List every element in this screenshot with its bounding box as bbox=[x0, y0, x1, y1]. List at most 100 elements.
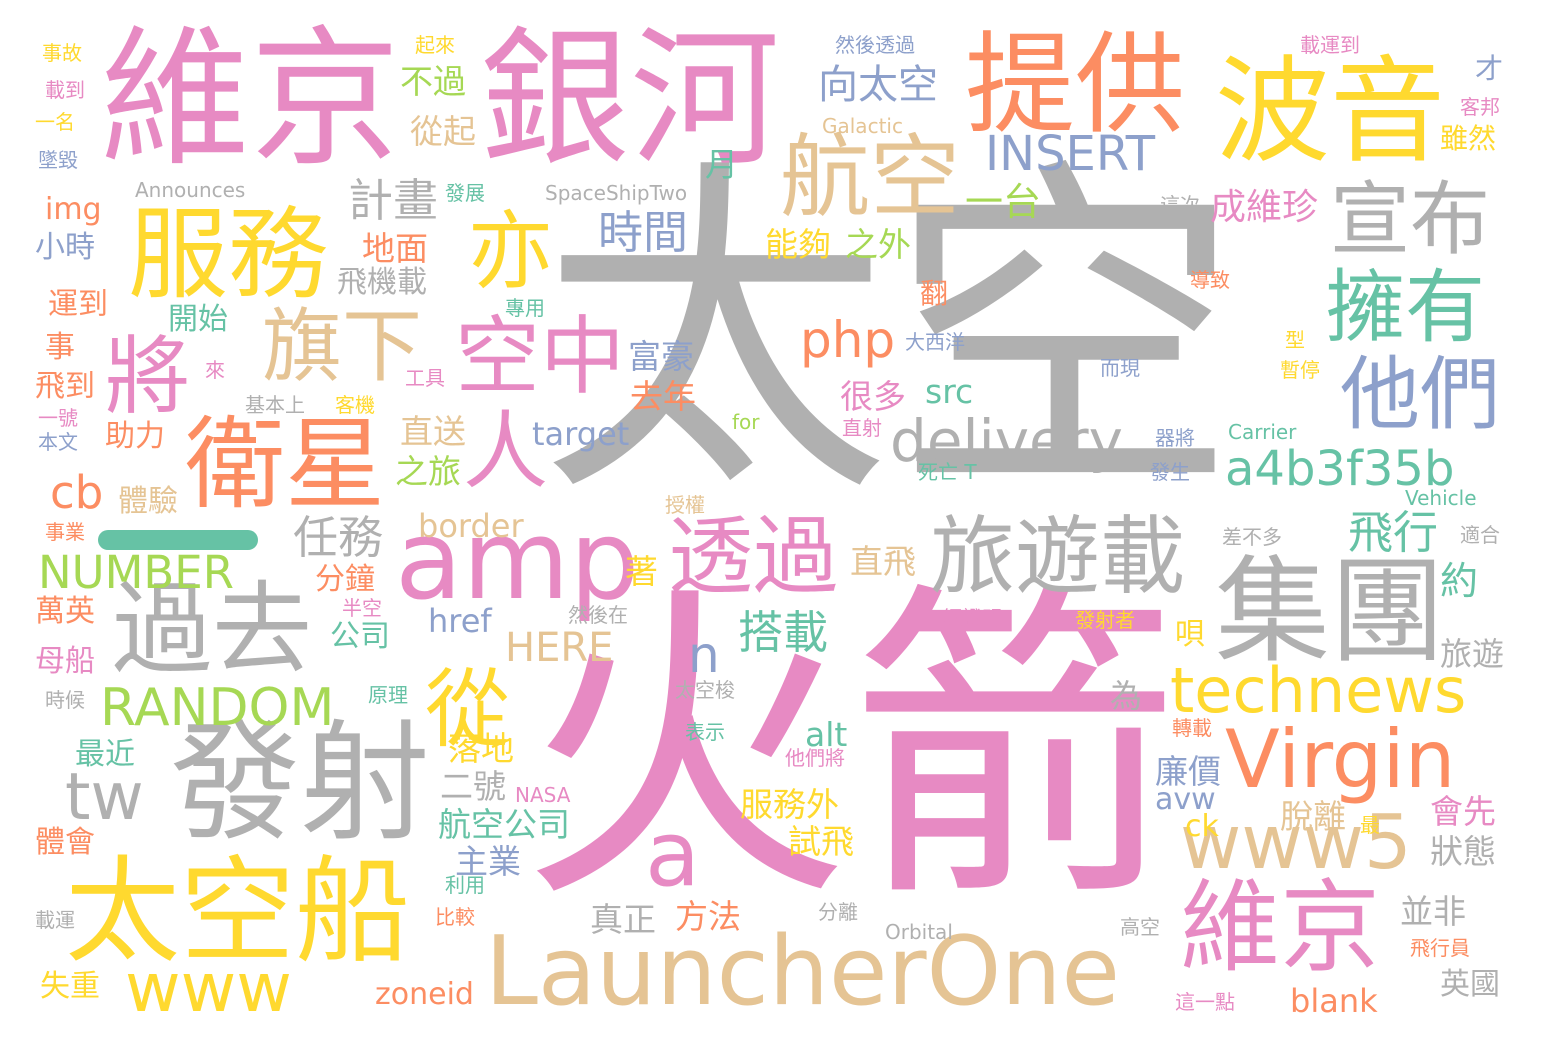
word-gongsi: 公司 bbox=[330, 619, 390, 654]
word-dimian: 地面 bbox=[362, 229, 428, 268]
word-feixing: 飛行 bbox=[1348, 506, 1439, 559]
word-jingzhengming: 經證明 bbox=[942, 606, 1002, 630]
word-fan: 翻 bbox=[920, 277, 949, 310]
word-tiyan: 體驗 bbox=[118, 484, 178, 519]
word-bijiao: 比較 bbox=[435, 905, 475, 929]
word-weixing: 衛星 bbox=[185, 406, 385, 523]
word-tuoli: 脫離 bbox=[1280, 797, 1346, 836]
word-border: border bbox=[418, 507, 524, 545]
word-zaidao: 載到 bbox=[45, 78, 85, 102]
word-xiaoshi: 小時 bbox=[35, 230, 95, 265]
word-galactic: Galactic bbox=[822, 114, 903, 138]
word-target: target bbox=[532, 415, 630, 453]
word-n: n bbox=[688, 626, 720, 684]
word-jibenshang: 基本上 bbox=[245, 393, 305, 417]
word-touguo: 透過 bbox=[668, 508, 839, 607]
word-avw: avw bbox=[1155, 782, 1216, 817]
word-yongyou: 擁有 bbox=[1325, 261, 1485, 354]
word-fashezhe: 發射者 bbox=[1075, 608, 1135, 632]
word-for: for bbox=[732, 410, 760, 434]
word-zhuangtai: 狀態 bbox=[1430, 832, 1496, 871]
word-img: img bbox=[45, 192, 102, 227]
word-huojian: 火箭 bbox=[520, 558, 1180, 942]
word-alt: alt bbox=[805, 715, 848, 754]
word-fuhao: 富豪 bbox=[628, 337, 694, 376]
word-fenzhong: 分鐘 bbox=[315, 562, 375, 597]
word-huixian: 會先 bbox=[1430, 792, 1496, 831]
word-luodi: 落地 bbox=[448, 729, 514, 768]
word-zhefei: 直飛 bbox=[850, 542, 916, 581]
word-cong: 從 bbox=[425, 661, 511, 760]
word-yitai: 一台 bbox=[965, 180, 1042, 224]
word-fenli: 分離 bbox=[818, 900, 858, 924]
word-kaishi: 開始 bbox=[168, 302, 228, 337]
word-www5: www5 bbox=[1180, 798, 1412, 886]
word-jiang: 將 bbox=[105, 328, 191, 427]
word-erhao: 二號 bbox=[440, 767, 506, 806]
word-vehicle: Vehicle bbox=[1405, 486, 1477, 510]
word-cb: cb bbox=[50, 466, 104, 519]
word-here: HERE bbox=[505, 625, 614, 671]
word-erxian: 而現 bbox=[1100, 356, 1140, 380]
word-taikong: 太空 bbox=[540, 131, 1240, 539]
word-zaiyundao: 載運到 bbox=[1300, 33, 1360, 57]
word-bankong: 半空 bbox=[342, 596, 382, 620]
word-henduo: 很多 bbox=[840, 377, 906, 416]
dash-mark bbox=[98, 530, 258, 550]
word-wanying: 萬英 bbox=[35, 594, 95, 629]
word-announces: Announces bbox=[135, 178, 246, 202]
word-taikongsuo: 太空梭 bbox=[675, 678, 735, 702]
word-bingfei: 並非 bbox=[1400, 892, 1466, 931]
word-tw: tw bbox=[65, 760, 144, 835]
word-xiangtaikong: 向太空 bbox=[818, 62, 938, 108]
word-yuanli: 原理 bbox=[368, 683, 408, 707]
word-zhuanzai: 轉載 bbox=[1172, 716, 1212, 740]
word-ranhoutouguo: 然後透過 bbox=[835, 33, 915, 57]
word-renwu: 任務 bbox=[293, 511, 384, 564]
word-keji: 客機 bbox=[335, 393, 375, 417]
word-delivery: delivery bbox=[890, 407, 1123, 475]
word-kebang: 客邦 bbox=[1460, 95, 1500, 119]
word-boyin: 波音 bbox=[1215, 45, 1446, 179]
word-xing: 型 bbox=[1285, 328, 1305, 352]
word-muchuan: 母船 bbox=[35, 644, 95, 679]
word-weijing: 維京 bbox=[100, 13, 401, 187]
word-shizhong: 失重 bbox=[40, 969, 100, 1004]
word-jihua: 計畫 bbox=[348, 174, 439, 227]
word-tihui: 體會 bbox=[35, 825, 95, 860]
word-spaceshiptwo: SpaceShipTwo bbox=[545, 181, 688, 205]
word-yihao: 一號 bbox=[38, 406, 78, 430]
word-random: RANDOM bbox=[100, 678, 335, 738]
word-jituan: 集團 bbox=[1215, 545, 1446, 679]
word-bei: 唄 bbox=[1175, 617, 1205, 652]
word-gongju: 工具 bbox=[405, 366, 445, 390]
word-tigong: 提供 bbox=[965, 21, 1185, 149]
word-shifei: 試飛 bbox=[788, 822, 854, 861]
word-src: src bbox=[925, 372, 974, 411]
word-lvyouzai: 旅遊載 bbox=[930, 508, 1186, 607]
word-shigu: 事故 bbox=[42, 41, 82, 65]
word-zhuanyong: 專用 bbox=[505, 296, 545, 320]
word-www: www bbox=[125, 949, 292, 1028]
word-ren: 人 bbox=[463, 403, 549, 502]
word-siwangt: 死亡 T bbox=[918, 460, 977, 484]
word-zhishe: 直射 bbox=[842, 416, 882, 440]
word-taikongchuan: 太空船 bbox=[65, 845, 411, 979]
word-ck: ck bbox=[1185, 809, 1219, 844]
word-wei: 為 bbox=[1110, 677, 1143, 715]
word-yue: 月 bbox=[705, 145, 738, 184]
word-chengweizhen: 成維珍 bbox=[1210, 187, 1319, 228]
word-shiye: 事業 bbox=[45, 520, 85, 544]
word-a: a bbox=[645, 802, 701, 907]
word-zheyidian: 這一點 bbox=[1175, 990, 1235, 1014]
word-zhuihui: 墜毀 bbox=[38, 148, 78, 172]
word-hangkong: 航空 bbox=[780, 125, 960, 230]
word-fazhan: 發展 bbox=[445, 181, 485, 205]
word-qilai: 起來 bbox=[415, 33, 455, 57]
word-xuanbu: 宣布 bbox=[1330, 173, 1490, 266]
word-zhilv: 之旅 bbox=[395, 452, 461, 491]
word-lvyou: 旅遊 bbox=[1440, 635, 1505, 673]
word-zanting: 暫停 bbox=[1280, 358, 1320, 382]
word-zhiwai: 之外 bbox=[845, 225, 911, 264]
